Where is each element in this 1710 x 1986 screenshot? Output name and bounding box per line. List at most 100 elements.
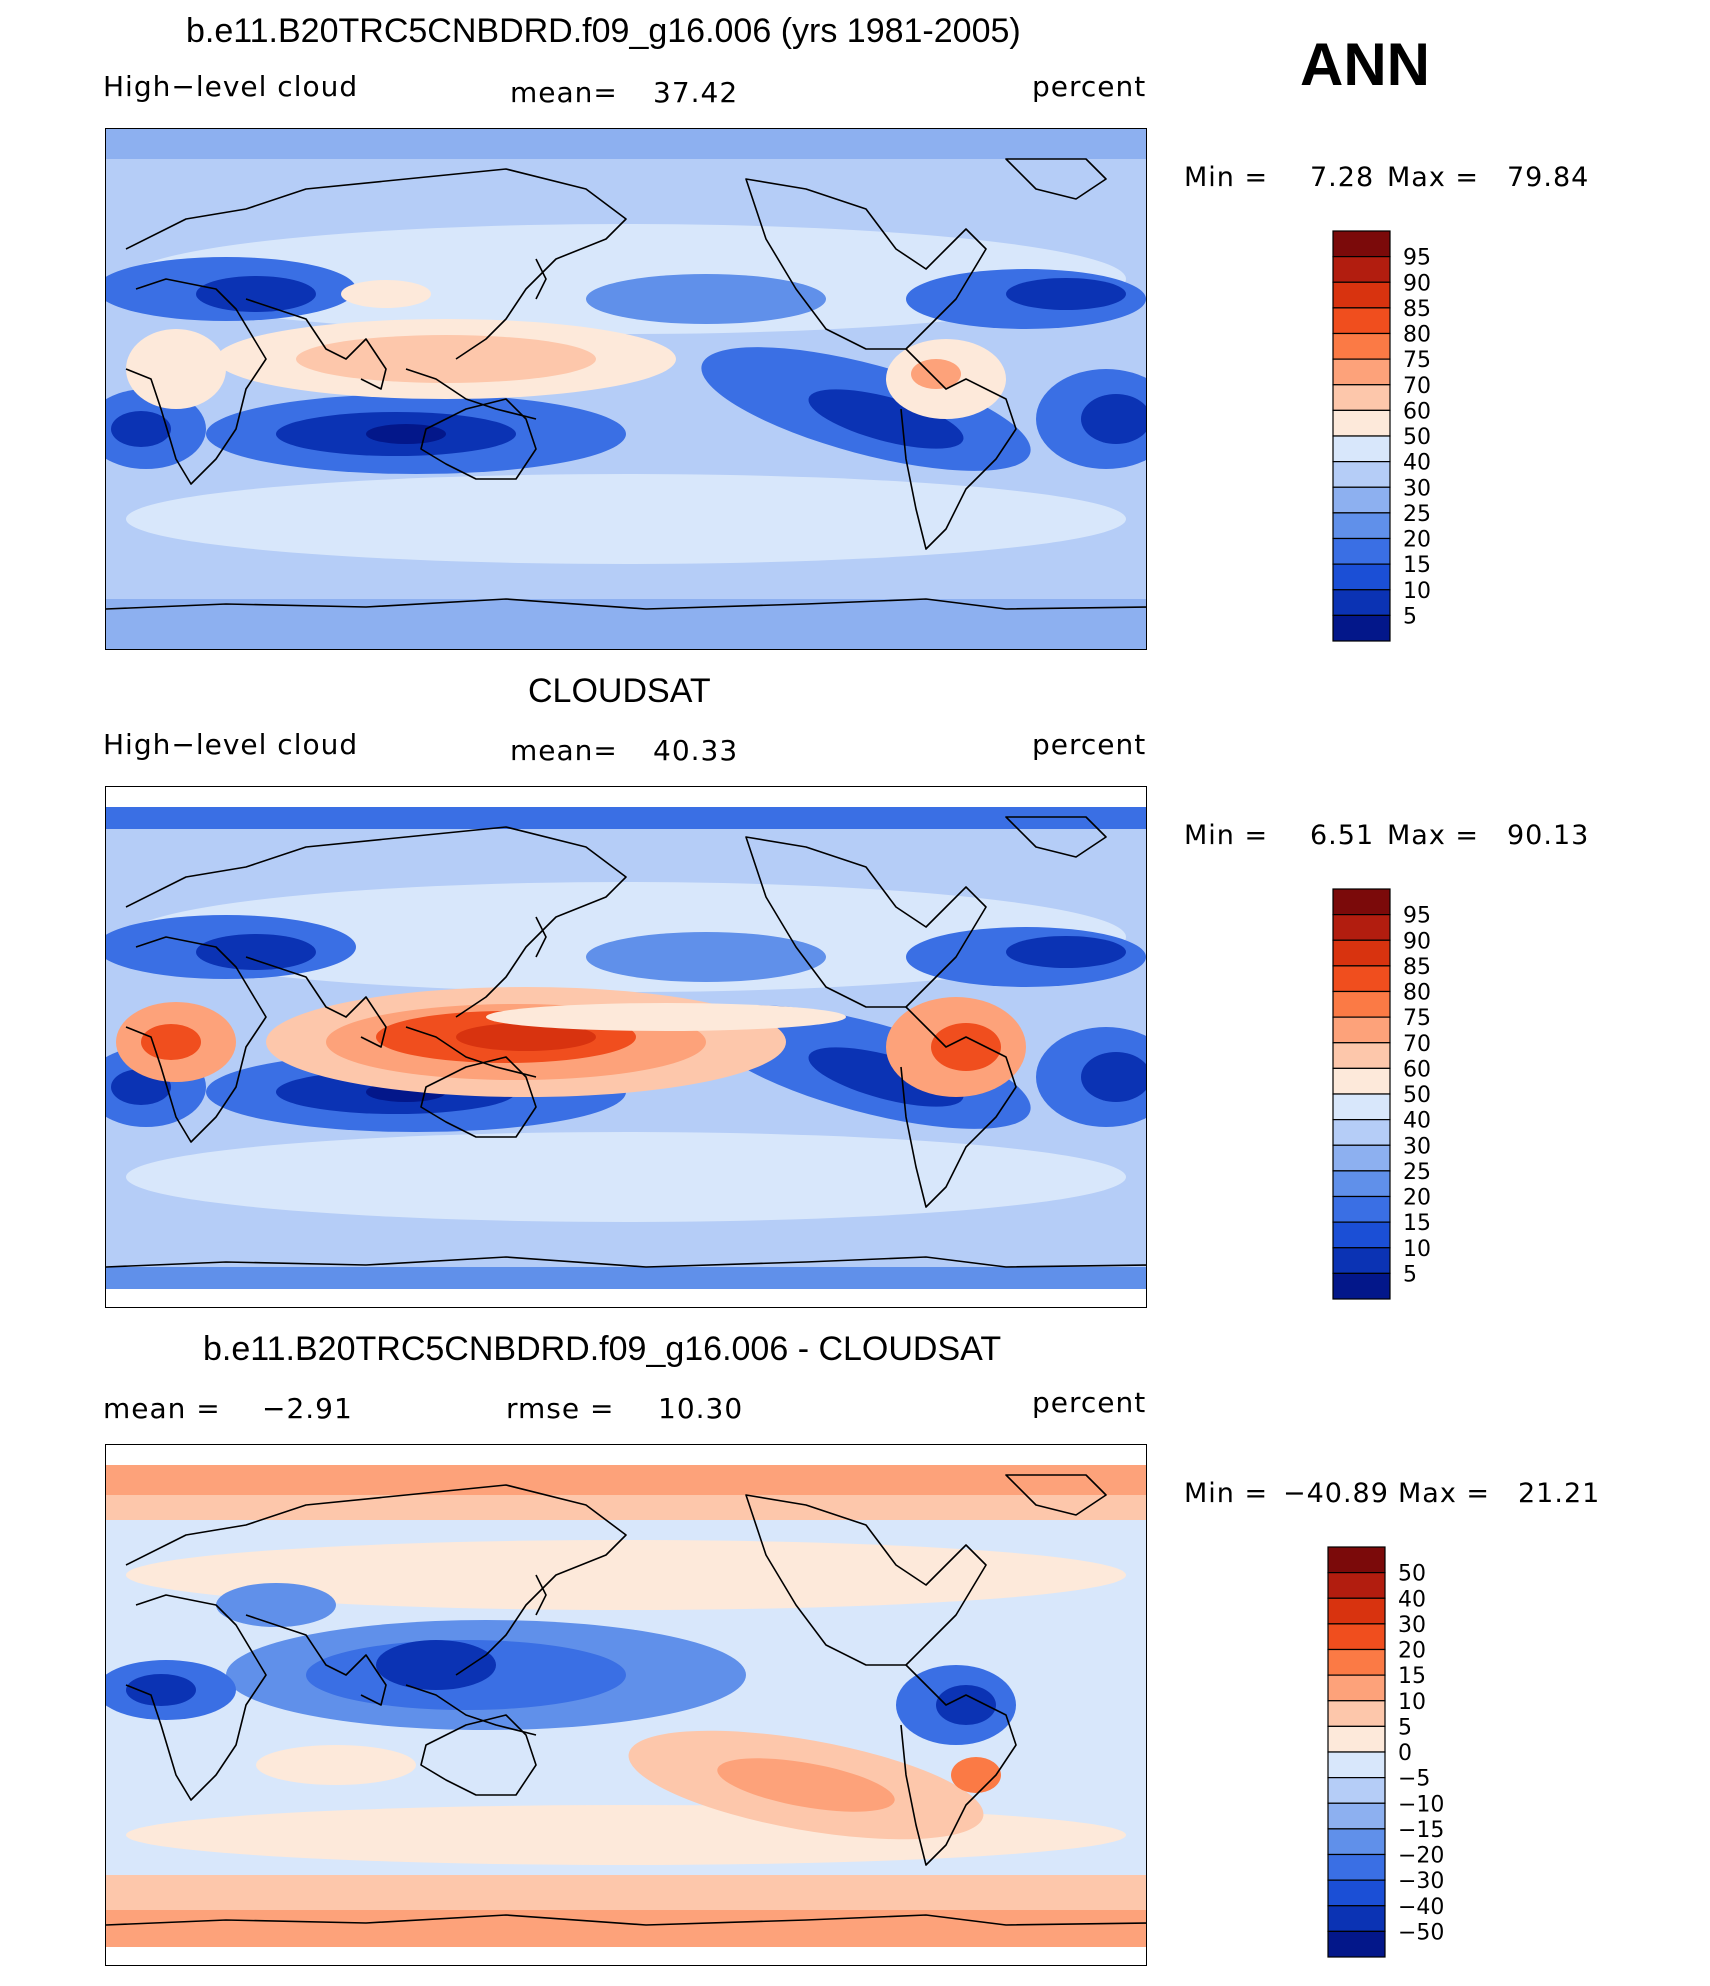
contour-region — [936, 1685, 996, 1725]
panel-model-mean-label: mean= — [510, 76, 618, 109]
colorbar-box — [1332, 589, 1391, 616]
panel-diff-min-value: −40.89 — [1283, 1478, 1389, 1509]
panel-obs-max-label: Max = — [1387, 820, 1480, 851]
contour-region — [1006, 936, 1126, 968]
colorbar-box — [1332, 384, 1391, 411]
colorbar-label: 85 — [1403, 297, 1431, 322]
contour-band — [106, 129, 1146, 159]
colorbar-label: 15 — [1398, 1664, 1426, 1689]
coastline-path — [535, 258, 547, 300]
colorbar-box — [1332, 965, 1391, 993]
contour-region — [196, 934, 316, 970]
coastline-path — [106, 1256, 1146, 1268]
colorbar-box — [1332, 1221, 1391, 1249]
contour-band — [106, 787, 1146, 807]
colorbar-box — [1327, 1853, 1386, 1881]
contour-region — [486, 1003, 846, 1031]
coastline-path — [1005, 1474, 1107, 1516]
panel-diff-units: percent — [1032, 1386, 1147, 1419]
colorbar-box — [1332, 1119, 1391, 1146]
colorbar-label: 50 — [1403, 425, 1431, 450]
contour-region — [1081, 1052, 1146, 1102]
colorbar-box — [1332, 332, 1391, 360]
colorbar-label: 80 — [1403, 323, 1431, 348]
contour-region — [586, 932, 826, 982]
panel-diff-rmse-value: 10.30 — [658, 1392, 744, 1425]
colorbar-label: 25 — [1403, 1160, 1431, 1185]
panel-model-mean-value: 37.42 — [653, 76, 739, 109]
colorbar-box — [1332, 512, 1391, 540]
coastline-path — [420, 398, 537, 480]
colorbar-box — [1332, 1093, 1391, 1121]
colorbar-box — [1332, 307, 1391, 335]
coastline-path — [125, 936, 267, 1143]
colorbar-box — [1327, 1905, 1386, 1932]
coastline-path — [245, 956, 387, 1048]
colorbar-box — [1332, 990, 1391, 1018]
contour-band — [106, 1445, 1146, 1465]
colorbar-box — [1332, 1272, 1391, 1300]
colorbar-label: 60 — [1403, 399, 1431, 424]
colorbar-box — [1327, 1828, 1386, 1856]
coastline-path — [245, 298, 387, 390]
panel-diff-max-label: Max = — [1398, 1478, 1491, 1509]
panel-model-max-label: Max = — [1387, 162, 1480, 193]
colorbar-box — [1327, 1930, 1386, 1958]
colorbar-label: 30 — [1403, 476, 1431, 501]
colorbar-box — [1332, 281, 1391, 309]
contour-region — [126, 1540, 1126, 1610]
panel-diff-map — [105, 1444, 1147, 1966]
colorbar-box — [1327, 1546, 1386, 1574]
colorbar-box — [1327, 1648, 1386, 1676]
colorbar-box — [1332, 1042, 1391, 1069]
colorbar-label: −40 — [1398, 1895, 1444, 1920]
coastline-path — [405, 1684, 537, 1736]
colorbar-label: 90 — [1403, 271, 1431, 296]
colorbar-box — [1327, 1751, 1386, 1779]
contour-region — [296, 335, 596, 383]
colorbar-box — [1332, 358, 1391, 386]
colorbar-label: 15 — [1403, 553, 1431, 578]
coastline-path — [745, 1494, 987, 1666]
colorbar-box — [1332, 486, 1391, 514]
contour-region — [808, 1047, 964, 1107]
colorbar-box — [1332, 888, 1391, 916]
panel-diff-min-label: Min = — [1184, 1478, 1269, 1509]
colorbar-box — [1332, 1170, 1391, 1198]
colorbar-label: 80 — [1403, 981, 1431, 1006]
contour-region — [341, 280, 431, 308]
colorbar-box — [1327, 1725, 1386, 1753]
panel-obs-mean-label: mean= — [510, 734, 618, 767]
colorbar-box — [1332, 939, 1391, 967]
colorbar-label: 5 — [1403, 1262, 1417, 1287]
colorbar-box — [1332, 461, 1391, 488]
panel-diff-max-value: 21.21 — [1518, 1478, 1601, 1509]
contour-region — [1081, 394, 1146, 444]
colorbar-box — [1332, 435, 1391, 463]
contour-band — [106, 1947, 1146, 1965]
colorbar-box — [1327, 1623, 1386, 1651]
coastline-path — [125, 168, 627, 360]
colorbar-label: 75 — [1403, 1006, 1431, 1031]
coastline-path — [125, 1594, 267, 1801]
colorbar-label: 10 — [1398, 1690, 1426, 1715]
coastline-path — [900, 1006, 1017, 1208]
colorbar-label: −5 — [1398, 1767, 1430, 1792]
contour-band — [106, 807, 1146, 829]
contour-region — [586, 274, 826, 324]
colorbar-box — [1327, 1879, 1386, 1907]
colorbar-label: 25 — [1403, 502, 1431, 527]
panel-diff-mean-label: mean = — [103, 1392, 221, 1425]
colorbar-box — [1332, 256, 1391, 283]
contour-region — [216, 1583, 336, 1627]
colorbar-box — [1327, 1572, 1386, 1599]
coastline-path — [106, 598, 1146, 610]
colorbar-label: 70 — [1403, 374, 1431, 399]
colorbar-label: 95 — [1403, 904, 1431, 929]
colorbar-box — [1332, 1016, 1391, 1044]
colorbar-box — [1327, 1777, 1386, 1804]
coastline-path — [535, 1574, 547, 1616]
panel-obs-max-value: 90.13 — [1507, 820, 1590, 851]
